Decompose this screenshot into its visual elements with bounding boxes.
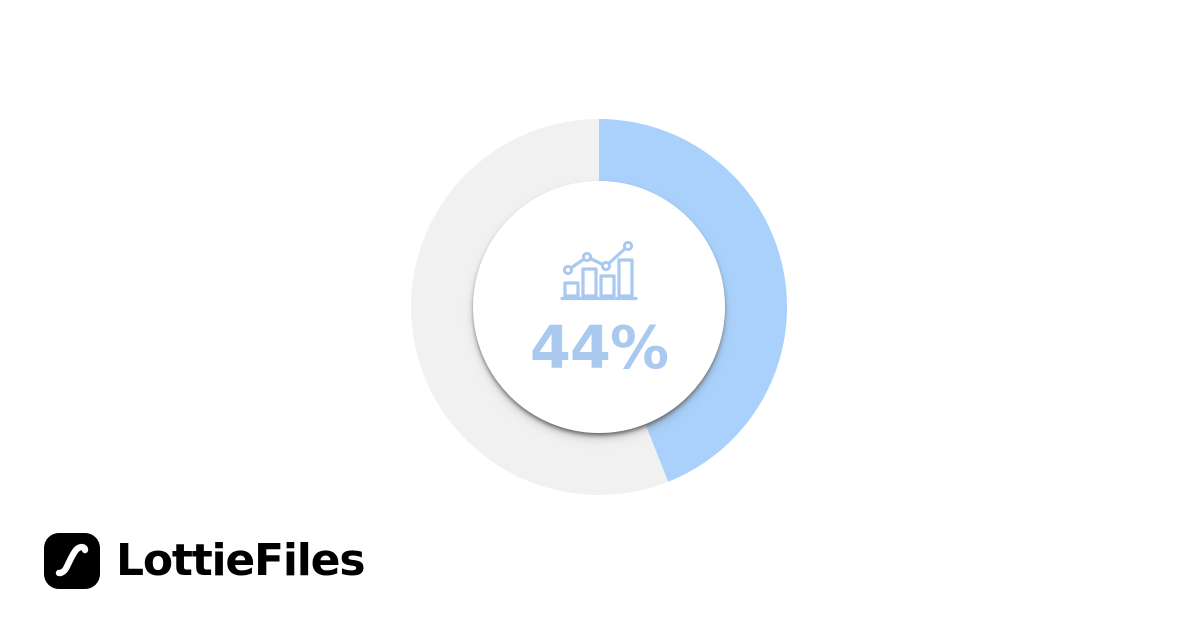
- donut-percentage-label: 44%: [529, 312, 669, 382]
- donut-center-disc: 44%: [473, 181, 725, 433]
- brand-lockup: LottieFiles: [44, 533, 366, 589]
- lottiefiles-logo-mark: [44, 533, 100, 589]
- donut-progress-widget: 44%: [411, 119, 787, 495]
- logo-mark-wave-glyph: [55, 543, 89, 577]
- brand-name-text: LottieFiles: [116, 535, 366, 586]
- bar-chart-trend-icon: [560, 240, 638, 300]
